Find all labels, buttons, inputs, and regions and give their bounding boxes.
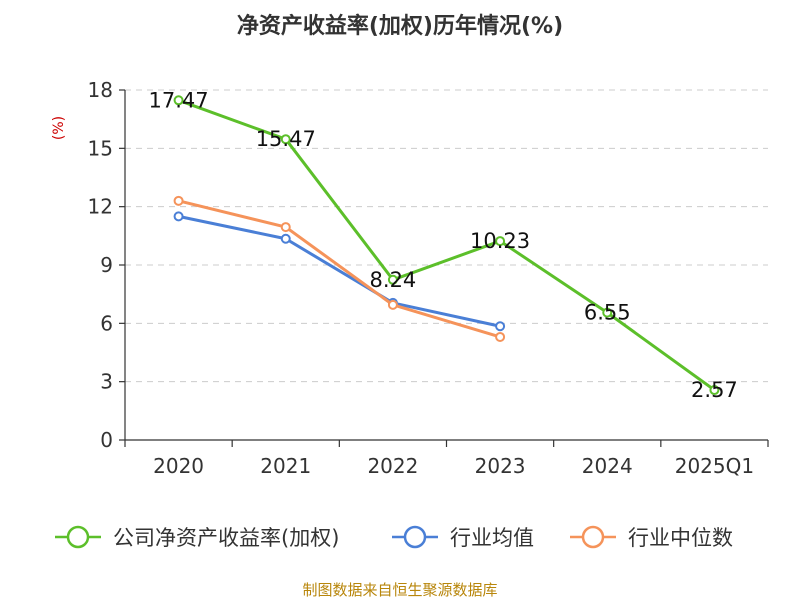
legend-swatch-marker <box>403 525 427 549</box>
y-tick-label: 6 <box>100 311 113 335</box>
legend-label: 行业均值 <box>450 526 534 550</box>
legend-swatch-marker <box>581 525 605 549</box>
series-1-point[interactable] <box>495 321 506 332</box>
x-tick-label: 2021 <box>260 454 311 478</box>
source-note: 制图数据来自恒生聚源数据库 <box>302 581 497 599</box>
series-0-point[interactable] <box>495 236 506 247</box>
y-tick-label: 15 <box>88 136 113 160</box>
x-tick-label: 2025Q1 <box>675 454 754 478</box>
series-2-point[interactable] <box>280 222 291 233</box>
y-tick-label: 9 <box>100 253 113 277</box>
series-1-point[interactable] <box>173 211 184 222</box>
series-layer <box>173 95 720 396</box>
y-tick-label: 18 <box>88 78 113 102</box>
legend-item-2[interactable]: 行业中位数 <box>570 525 733 550</box>
legend-swatch-marker <box>66 525 90 549</box>
series-0-point[interactable] <box>173 95 184 106</box>
series-2-point[interactable] <box>173 195 184 206</box>
legend-label: 公司净资产收益率(加权) <box>113 526 339 550</box>
legend: 公司净资产收益率(加权) 行业均值 行业中位数 <box>55 525 733 550</box>
series-0-point[interactable] <box>280 134 291 145</box>
data-label: 15.47 <box>256 127 316 151</box>
y-tick-label: 0 <box>100 428 113 452</box>
y-tick-label: 3 <box>100 370 113 394</box>
legend-item-0[interactable]: 公司净资产收益率(加权) <box>55 525 339 550</box>
series-0-point[interactable] <box>387 274 398 285</box>
x-tick-label: 2022 <box>367 454 418 478</box>
data-label: 6.55 <box>584 301 631 325</box>
series-line-0 <box>178 98 716 392</box>
series-1-point[interactable] <box>280 233 291 244</box>
series-2-point[interactable] <box>387 299 398 310</box>
data-label: 8.24 <box>370 268 417 292</box>
x-tick-label: 2020 <box>153 454 204 478</box>
chart-title: 净资产收益率(加权)历年情况(%) <box>237 13 563 39</box>
series-2-point[interactable] <box>495 331 506 342</box>
y-tick-label: 12 <box>88 195 113 219</box>
data-label: 17.47 <box>149 88 209 112</box>
x-tick-label: 2024 <box>582 454 633 478</box>
series-line-1 <box>178 214 501 328</box>
data-labels: 17.47 15.47 8.24 10.23 6.55 2.57 <box>149 88 738 402</box>
grid <box>125 89 768 383</box>
x-tick-label: 2023 <box>475 454 526 478</box>
data-label: 10.23 <box>470 229 530 253</box>
series-0-point[interactable] <box>709 385 720 396</box>
legend-label: 行业中位数 <box>628 526 733 550</box>
series-line-2 <box>178 199 501 339</box>
series-0-point[interactable] <box>602 307 613 318</box>
legend-item-1[interactable]: 行业均值 <box>392 525 534 550</box>
data-label: 2.57 <box>691 378 738 402</box>
y-axis-label: (%) <box>51 116 67 140</box>
axes: 0 3 6 9 12 15 18 2020 2021 2022 2023 2024 2025Q1 <box>88 78 769 478</box>
